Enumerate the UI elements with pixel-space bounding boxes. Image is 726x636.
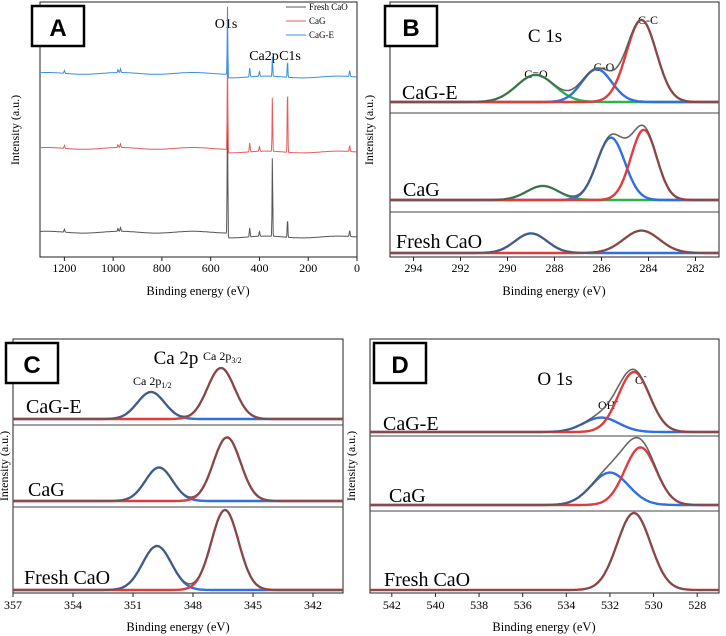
- panel-d-tick-label-528: 528: [688, 598, 706, 612]
- panel-b-tick-label-284: 284: [640, 261, 658, 275]
- panel-b-letter: B: [402, 15, 419, 42]
- panel-c-badge: [4, 341, 60, 385]
- panel-c-letter: C: [23, 352, 40, 379]
- panel-c-tick-label-345: 345: [244, 598, 262, 612]
- panel-c: C Ca 2p Ca 2p1/2 Ca 2p3/2 CaG-E CaG Fres…: [0, 338, 344, 634]
- panel-b-tick-label-290: 290: [499, 261, 517, 275]
- panel-c-tick-label-342: 342: [304, 598, 322, 612]
- peak-label-ca2p12-sub: 1/2: [161, 381, 171, 390]
- panel-d-title: O 1s: [537, 369, 572, 390]
- panel-a-x-label: Binding energy (eV): [146, 284, 249, 298]
- sample-label-cag: CaG: [403, 179, 440, 201]
- sample-label-fresh-cao: Fresh CaO: [396, 231, 482, 253]
- panel-b-tick-label-294: 294: [405, 261, 423, 275]
- panel-b-y-label: Intensity (a.u.): [362, 95, 376, 165]
- panel-c-traces: [13, 366, 343, 592]
- panel-a-tick-label-0: 0: [354, 261, 360, 275]
- panel-b-tick-label-292: 292: [452, 261, 470, 275]
- panel-d-tick-label-530: 530: [645, 598, 663, 612]
- panel-c-tick-label-354: 354: [64, 598, 82, 612]
- panel-d: D O 1s OH- O- CaG-E CaG Fresh CaO 542 540…: [344, 338, 720, 634]
- panel-c-y-label: Intensity (a.u.): [0, 431, 11, 501]
- peak-label-ca2p12-base: Ca 2p: [133, 374, 161, 388]
- panel-d-y-label: Intensity (a.u.): [344, 431, 358, 501]
- panel-d-x-label: Binding energy (eV): [492, 620, 595, 634]
- peak-label-o-sup: -: [644, 371, 647, 381]
- panel-a-tick-label-400: 400: [250, 261, 268, 275]
- panel-b-x-ticks: 294 292 290 288 286 284 282: [405, 257, 705, 275]
- panel-a-x-ticks: 1200 1000 800 600 400 200 0: [52, 257, 360, 275]
- peak-label-c1s: C1s: [279, 49, 301, 64]
- panel-a-letter: A: [49, 15, 66, 42]
- panel-d-badge: [372, 341, 428, 385]
- panel-d-x-ticks: 542 540 538 536 534 532 530 528: [383, 593, 706, 612]
- panel-a-badge: [30, 4, 86, 48]
- panel-d-tick-label-534: 534: [557, 598, 575, 612]
- legend: Fresh CaO CaG CaG-E: [286, 2, 348, 40]
- sample-label-cag: CaG: [389, 485, 426, 507]
- panel-c-tick-label-348: 348: [184, 598, 202, 612]
- envelope-cag-e: [390, 18, 719, 103]
- panel-d-traces: [370, 368, 719, 592]
- envelope-fresh-cao: [370, 512, 719, 591]
- panel-b-x-label: Binding energy (eV): [502, 284, 605, 298]
- panel-d-tick-label-542: 542: [383, 598, 401, 612]
- panel-b-title: C 1s: [528, 26, 562, 47]
- envelope-cag-e: [13, 367, 343, 420]
- panel-d-letter: D: [391, 352, 408, 379]
- panel-a: A O1s Ca2p C1s Fresh CaO CaG CaG-E 1200 1…: [8, 1, 360, 298]
- panel-b-tick-label-288: 288: [546, 261, 564, 275]
- peak-label-ca2p12: Ca 2p1/2: [133, 374, 172, 390]
- sample-label-fresh-cao: Fresh CaO: [24, 567, 110, 589]
- envelope-fresh-cao: [13, 509, 343, 591]
- panel-d-tick-label-532: 532: [601, 598, 619, 612]
- legend-entry-fresh-cao: Fresh CaO: [309, 2, 348, 12]
- panel-b-traces: [390, 18, 719, 255]
- envelope-fresh-cao: [390, 229, 719, 254]
- sample-label-cag-e: CaG-E: [383, 413, 439, 435]
- panel-b-tick-label-282: 282: [687, 261, 705, 275]
- panel-c-tick-label-357: 357: [4, 598, 22, 612]
- panel-c-x-ticks: 357 354 351 348 345 342: [4, 593, 322, 612]
- panel-d-tick-label-536: 536: [514, 598, 532, 612]
- envelope-cag: [390, 124, 719, 201]
- panel-a-tick-label-1000: 1000: [101, 261, 125, 275]
- sample-label-cag: CaG: [28, 479, 65, 501]
- peak-label-c-c: C-C: [638, 13, 658, 27]
- panel-c-tick-label-351: 351: [124, 598, 142, 612]
- sample-label-cag-e: CaG-E: [26, 396, 82, 418]
- legend-entry-cag: CaG: [309, 16, 326, 26]
- panel-a-tick-label-1200: 1200: [52, 261, 76, 275]
- peak-label-o-base: O: [635, 373, 644, 387]
- envelope-cag: [370, 436, 719, 506]
- panel-a-y-label: Intensity (a.u.): [8, 95, 22, 165]
- panel-b-tick-label-286: 286: [593, 261, 611, 275]
- panel-c-title: Ca 2p: [154, 348, 199, 369]
- panel-c-x-label: Binding energy (eV): [126, 620, 229, 634]
- survey-trace-cag: [39, 49, 357, 154]
- peak-label-o1s: O1s: [215, 17, 238, 32]
- survey-trace-cag-e: [39, 6, 357, 79]
- peak-label-ca2p32-sub: 3/2: [231, 356, 241, 365]
- peak-label-ca2p: Ca2p: [249, 49, 279, 64]
- panel-a-tick-label-200: 200: [299, 261, 317, 275]
- panel-d-tick-label-540: 540: [426, 598, 444, 612]
- peak-label-o: O-: [635, 371, 647, 387]
- panel-d-tick-label-538: 538: [470, 598, 488, 612]
- peak-label-ca2p32: Ca 2p3/2: [203, 349, 242, 365]
- legend-entry-cag-e: CaG-E: [309, 30, 334, 40]
- sample-label-cag-e: CaG-E: [402, 82, 458, 104]
- sample-label-fresh-cao: Fresh CaO: [384, 569, 470, 591]
- peak-label-ca2p32-base: Ca 2p: [203, 349, 231, 363]
- panel-a-tick-label-800: 800: [153, 261, 171, 275]
- panel-a-tick-label-600: 600: [202, 261, 220, 275]
- survey-trace-fresh-cao: [39, 93, 357, 239]
- panel-b: B C 1s C=O C-O C-C CaG-E CaG Fresh CaO 2…: [362, 1, 720, 298]
- envelope-cag: [13, 436, 343, 502]
- envelope-cag-e: [370, 368, 719, 433]
- panel-b-badge: [383, 4, 439, 48]
- panel-a-traces: [39, 6, 357, 239]
